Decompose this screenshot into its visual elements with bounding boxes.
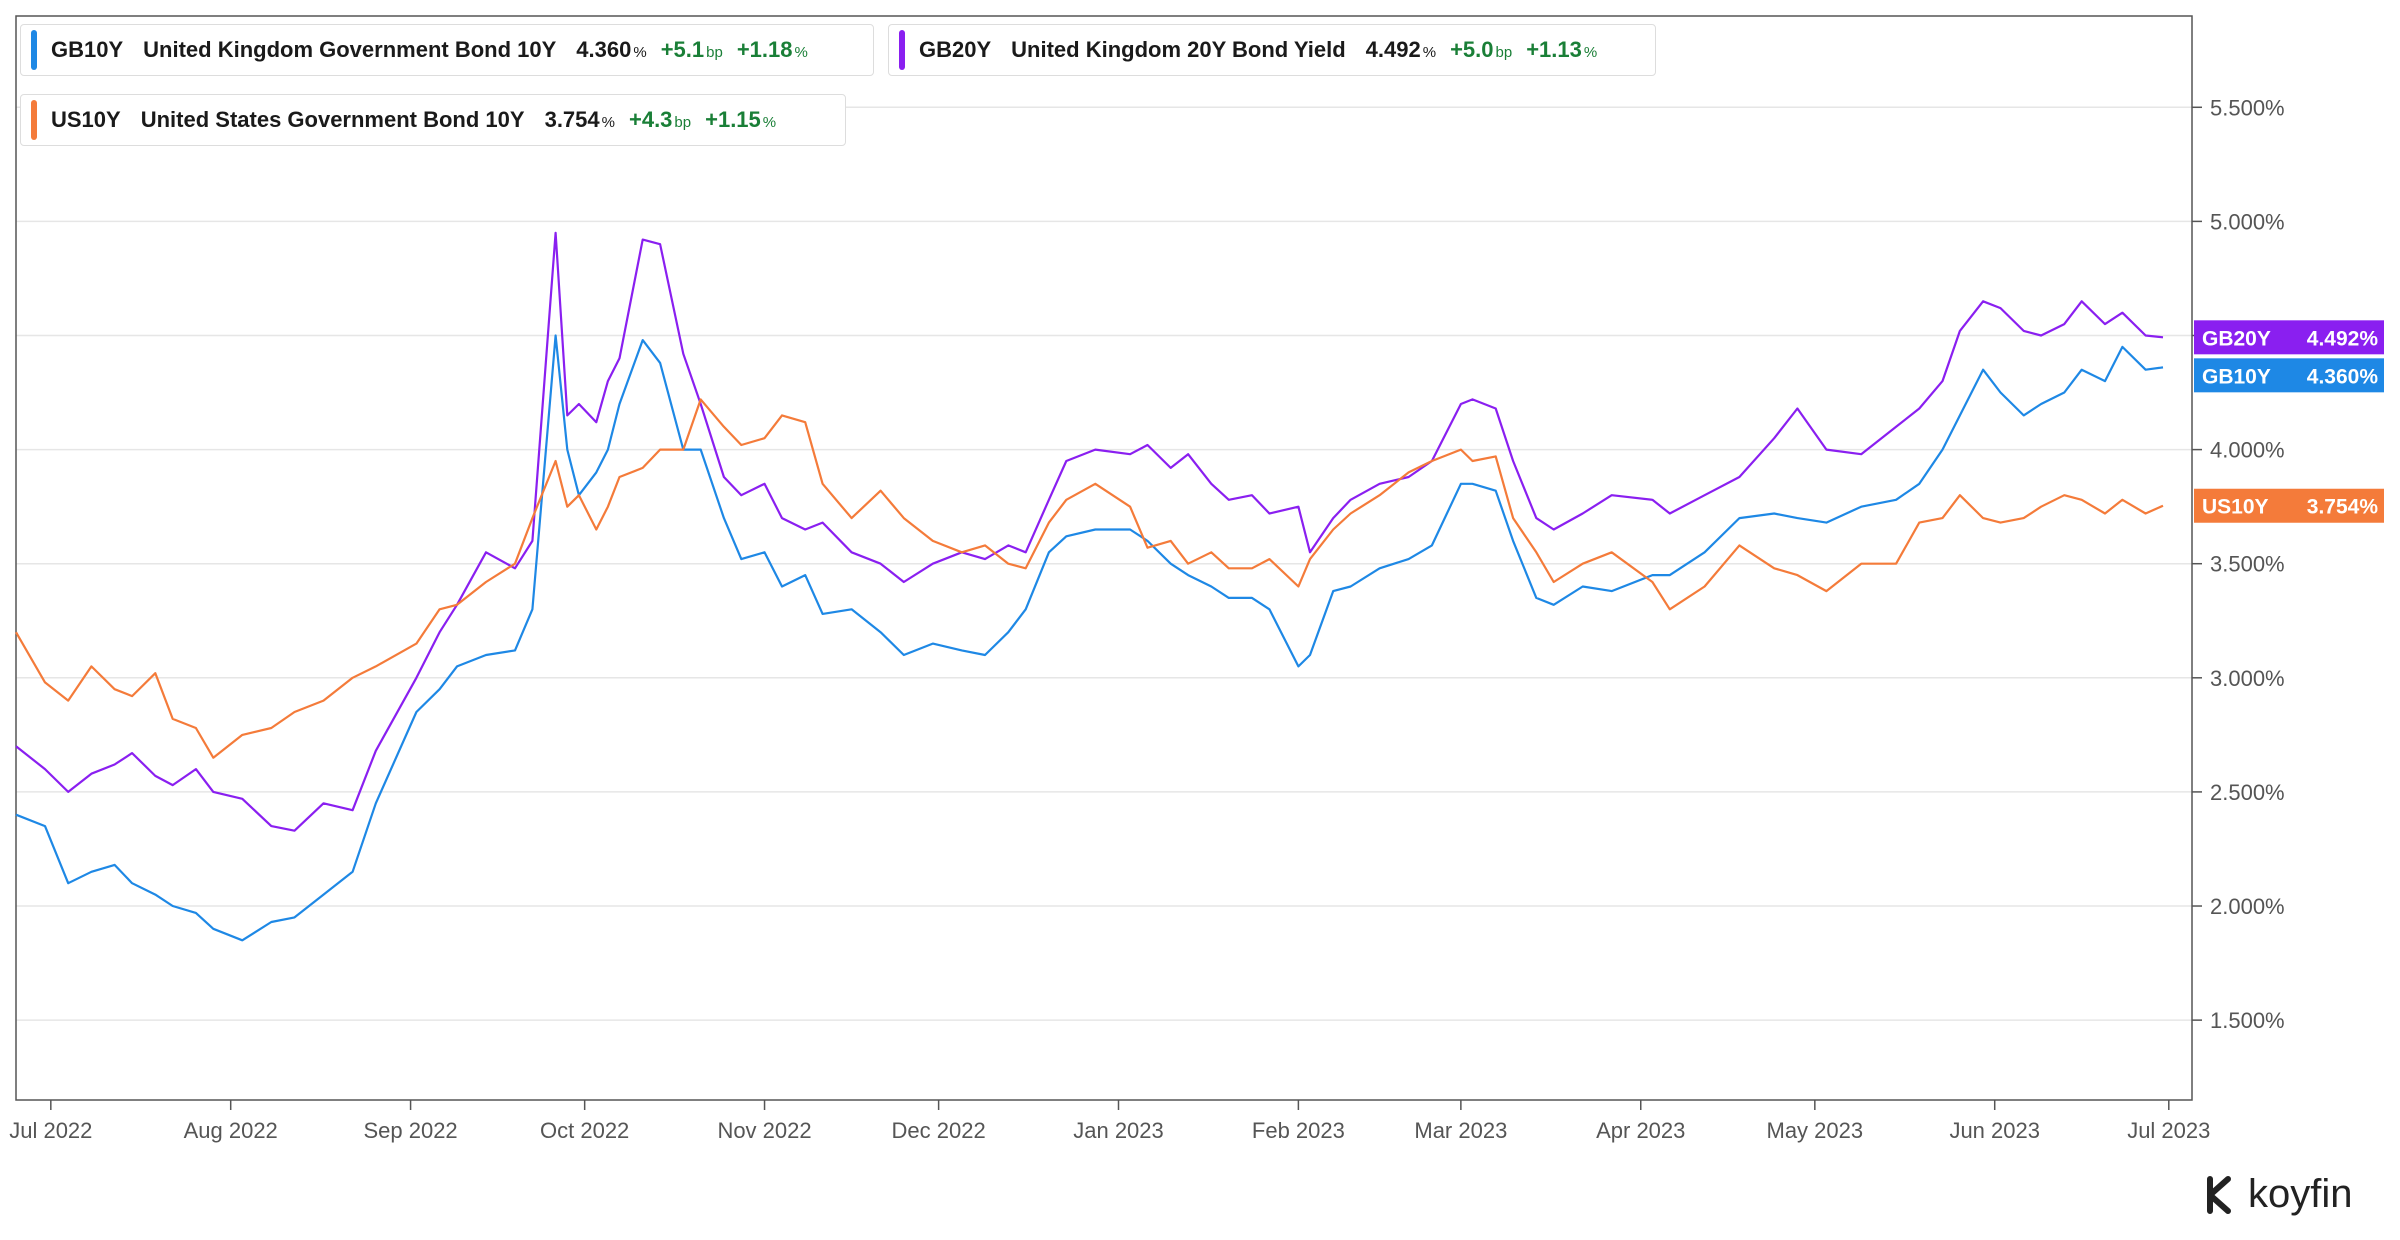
legend-symbol: GB10Y	[51, 37, 124, 62]
legend-item-gb20y[interactable]: GB20Y United Kingdom 20Y Bond Yield 4.49…	[888, 24, 1656, 76]
legend-color-bar	[31, 30, 37, 70]
y-tick-label: 2.500%	[2210, 780, 2285, 805]
legend-item-us10y[interactable]: US10Y United States Government Bond 10Y …	[20, 94, 846, 146]
x-tick-label: Sep 2022	[363, 1118, 457, 1143]
legend-percent: +1.13%	[1526, 37, 1598, 62]
legend-item-gb10y[interactable]: GB10Y United Kingdom Government Bond 10Y…	[20, 24, 874, 76]
legend-color-bar	[31, 100, 37, 140]
y-tick-label: 3.500%	[2210, 552, 2285, 577]
x-tick-label: Jan 2023	[1073, 1118, 1164, 1143]
legend-color-bar	[899, 30, 905, 70]
last-value-tag-us10y: US10Y 3.754%	[2194, 488, 2384, 523]
x-tick-label: Jun 2023	[1949, 1118, 2040, 1143]
last-value-tag-gb20y: GB20Y 4.492%	[2194, 320, 2384, 355]
legend-name: United Kingdom 20Y Bond Yield	[1011, 37, 1346, 62]
legend-value: 4.360%	[576, 37, 647, 62]
x-axis: Jul 2022 Aug 2022 Sep 2022 Oct 2022 Nov 2022…	[9, 1100, 2210, 1143]
series-line-us10y[interactable]	[15, 398, 2164, 759]
legend-symbol: US10Y	[51, 107, 121, 132]
x-tick-label: Feb 2023	[1252, 1118, 1345, 1143]
x-tick-label: Jul 2023	[2127, 1118, 2210, 1143]
last-value-tag-symbol: US10Y	[2202, 496, 2269, 519]
y-tick-label: 4.000%	[2210, 438, 2285, 463]
koyfin-logo: koyfin	[2202, 1172, 2353, 1217]
x-tick-label: Dec 2022	[892, 1118, 986, 1143]
legend-value: 3.754%	[544, 107, 615, 132]
y-axis: 1.500%2.000%2.500%3.000%3.500%4.000%4.50…	[2192, 95, 2285, 1033]
legend-change: +4.3 bp	[628, 107, 692, 132]
y-tick-label: 1.500%	[2210, 1008, 2285, 1033]
legend-change: +5.1 bp	[660, 37, 723, 62]
x-tick-label: Oct 2022	[540, 1118, 629, 1143]
last-value-tag-value: 4.360%	[2307, 365, 2379, 388]
last-value-labels: GB20Y 4.492% GB10Y 4.360% US10Y 3.754%	[2194, 320, 2384, 523]
last-value-tag-bg	[2194, 358, 2384, 393]
last-value-tag-bg	[2194, 320, 2384, 355]
plot-frame	[15, 15, 2193, 1101]
y-tick-label: 5.500%	[2210, 95, 2285, 120]
legend-name: United Kingdom Government Bond 10Y	[143, 37, 557, 62]
koyfin-logo-icon	[2207, 1175, 2231, 1214]
y-tick-label: 2.000%	[2210, 894, 2285, 919]
x-tick-label: Apr 2023	[1596, 1118, 1685, 1143]
series-line-gb10y[interactable]	[15, 334, 2164, 942]
gridlines	[16, 106, 2192, 1021]
last-value-tag-symbol: GB10Y	[2202, 365, 2271, 388]
x-tick-label: Nov 2022	[717, 1118, 811, 1143]
legend-symbol: GB20Y	[919, 37, 992, 62]
last-value-tag-value: 4.492%	[2307, 327, 2379, 350]
x-tick-label: May 2023	[1767, 1118, 1864, 1143]
y-tick-label: 3.000%	[2210, 666, 2285, 691]
legend-change: +5.0 bp	[1450, 37, 1513, 62]
series-layer	[15, 231, 2164, 942]
last-value-tag-value: 3.754%	[2307, 496, 2379, 519]
legend-percent: +1.15%	[705, 107, 777, 132]
x-tick-label: Aug 2022	[184, 1118, 278, 1143]
series-line-gb20y[interactable]	[15, 231, 2164, 832]
legend-percent: +1.18%	[736, 37, 808, 62]
x-tick-label: Jul 2022	[9, 1118, 92, 1143]
x-tick-label: Mar 2023	[1414, 1118, 1507, 1143]
legend-name: United States Government Bond 10Y	[140, 107, 525, 132]
legend-value: 4.492%	[1365, 37, 1437, 62]
last-value-tag-bg	[2194, 488, 2384, 523]
last-value-tag-gb10y: GB10Y 4.360%	[2194, 358, 2384, 393]
last-value-tag-symbol: GB20Y	[2202, 327, 2271, 350]
brand-name: koyfin	[2248, 1172, 2353, 1216]
y-tick-label: 5.000%	[2210, 209, 2285, 234]
